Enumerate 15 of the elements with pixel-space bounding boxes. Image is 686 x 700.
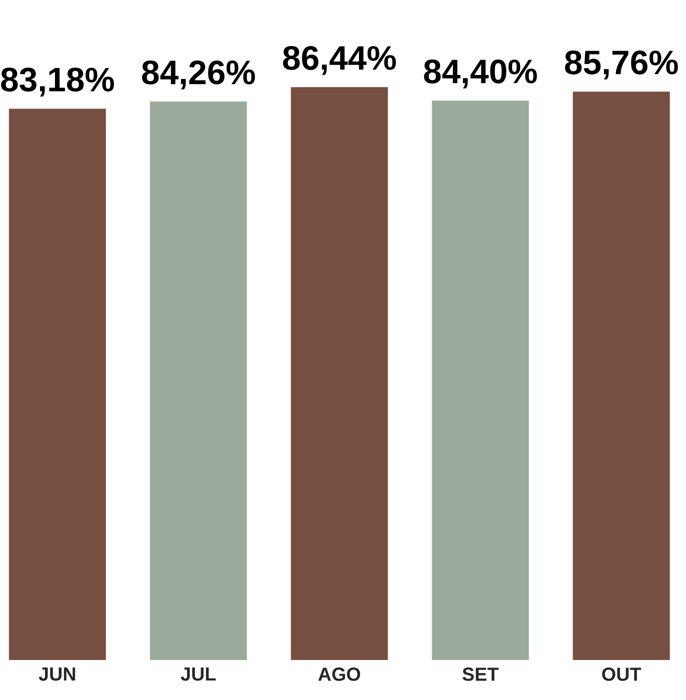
- bar: [572, 92, 670, 660]
- bar: [150, 102, 247, 660]
- data-label: 84,26%: [142, 60, 255, 90]
- x-tick-label: SET: [462, 668, 498, 681]
- x-tick-label: OUT: [602, 668, 641, 681]
- bar: [432, 100, 529, 660]
- data-label: 84,40%: [424, 60, 537, 88]
- data-label: 83,18%: [0, 68, 114, 96]
- x-tick-label: JUN: [38, 668, 75, 681]
- bar: [290, 87, 388, 660]
- bar: [8, 108, 106, 660]
- x-tick-label: JUL: [180, 668, 216, 681]
- x-tick-label: AGO: [318, 668, 360, 681]
- data-label: 85,76%: [564, 50, 678, 80]
- data-label: 86,44%: [282, 46, 396, 75]
